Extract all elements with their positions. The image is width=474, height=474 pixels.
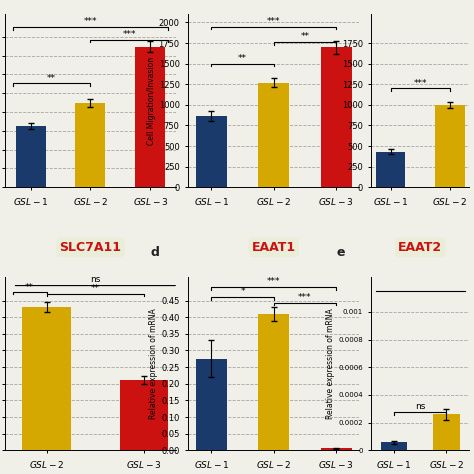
Text: ***: ***	[123, 30, 136, 39]
Bar	[196, 116, 227, 187]
Text: EAAT1: EAAT1	[252, 241, 296, 254]
Bar	[376, 152, 405, 187]
Text: ns: ns	[90, 275, 100, 284]
Text: ***: ***	[84, 17, 97, 26]
Bar	[136, 46, 165, 187]
Y-axis label: Relative expression of mRNA: Relative expression of mRNA	[327, 309, 336, 419]
Text: **: **	[238, 54, 247, 63]
Text: ns: ns	[415, 402, 426, 411]
Y-axis label: Cell Migration/Invasion: Cell Migration/Invasion	[147, 57, 156, 145]
Bar	[196, 359, 227, 450]
Bar	[258, 314, 289, 450]
Text: e: e	[337, 246, 346, 259]
Text: SLC7A11: SLC7A11	[60, 241, 121, 254]
Text: ***: ***	[267, 277, 281, 286]
Bar	[75, 103, 106, 187]
Y-axis label: Relative expression of mRNA: Relative expression of mRNA	[149, 309, 158, 419]
Bar	[16, 126, 46, 187]
Text: d: d	[150, 246, 159, 259]
Bar	[381, 442, 407, 450]
Bar	[22, 307, 71, 450]
Text: **: **	[91, 284, 100, 293]
Text: ***: ***	[413, 79, 427, 88]
Text: **: **	[47, 73, 56, 82]
Text: *: *	[240, 287, 245, 296]
Text: **: **	[25, 283, 34, 292]
Bar	[258, 82, 289, 187]
Text: ***: ***	[298, 293, 312, 302]
Bar	[435, 105, 465, 187]
Bar	[320, 448, 352, 450]
Bar	[320, 47, 352, 187]
Text: ***: ***	[267, 17, 281, 26]
Text: EAAT2: EAAT2	[398, 241, 442, 254]
Bar	[433, 414, 460, 450]
Bar	[120, 381, 168, 450]
Text: **: **	[301, 32, 310, 41]
